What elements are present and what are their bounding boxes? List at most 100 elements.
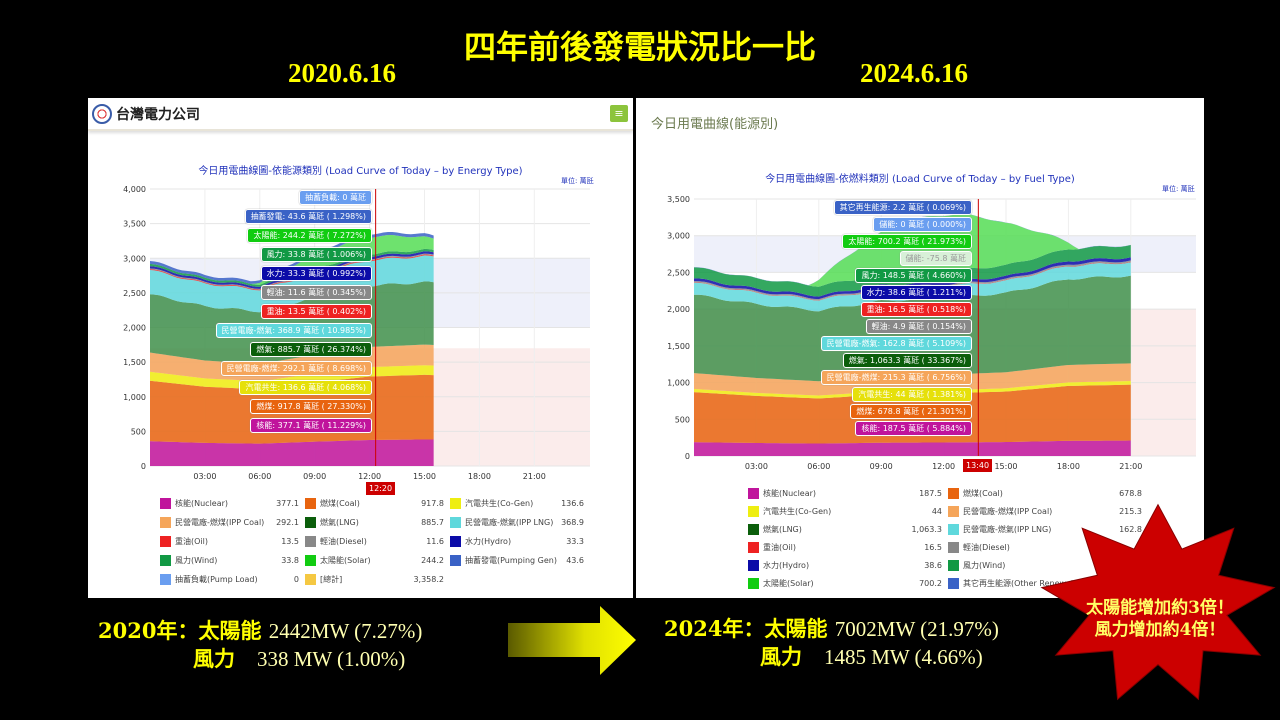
legend-label: 汽電共生(Co-Gen) — [465, 499, 534, 508]
tooltip-item: 民營電廠-燃氣: 368.9 萬瓩 ( 10.985%) — [215, 323, 372, 338]
legend-label: 輕油(Diesel) — [963, 543, 1010, 552]
logo-text: 台灣電力公司 — [116, 107, 200, 123]
chart-title: 今日用電曲線圖-依燃料類別 (Load Curve of Today – by … — [765, 174, 1075, 185]
legend-item[interactable]: 民營電廠-燃氣(IPP LNG) 162.8 — [948, 523, 1148, 536]
date-right: 2024.6.16 — [860, 58, 968, 88]
legend-item[interactable]: 風力(Wind) 33.8 — [160, 554, 305, 567]
legend-label: 太陽能(Solar) — [763, 579, 814, 588]
tooltip-item: 風力: 33.8 萬瓩 ( 1.006%) — [260, 247, 372, 262]
y-tick-label: 1,000 — [667, 379, 690, 388]
tooltip-item: 核能: 377.1 萬瓩 ( 11.229%) — [250, 418, 372, 433]
legend-label: 其它再生能源(Other Renewable — [963, 579, 1084, 588]
x-tick-label: 18:00 — [468, 472, 491, 481]
y-tick-label: 1,500 — [667, 342, 690, 351]
tooltip-item: 儲能: -75.8 萬瓩 — [899, 251, 972, 266]
legend-item[interactable]: 燃氣(LNG) 885.7 — [305, 516, 450, 529]
legend: 核能(Nuclear) 187.5 燃煤(Coal) 678.8 汽電共生(Co-Gen… — [748, 487, 1148, 590]
tooltip-item: 汽電共生: 136.6 萬瓩 ( 4.068%) — [239, 380, 372, 395]
legend-value: 377.1 — [276, 499, 299, 508]
tooltip-item: 風力: 148.5 萬瓩 ( 4.660%) — [855, 268, 972, 283]
tooltip-item: 核能: 187.5 萬瓩 ( 5.884%) — [855, 421, 972, 436]
legend-value: 3,358.2 — [413, 575, 444, 584]
legend-item[interactable]: 其它再生能源(Other Renewable — [948, 577, 1148, 590]
tooltip-item: 民營電廠-燃氣: 162.8 萬瓩 ( 5.109%) — [820, 336, 972, 351]
legend-item[interactable]: 輕油(Diesel) 11.6 — [305, 535, 450, 548]
taipower-logo[interactable]: 台灣電力公司 — [92, 104, 200, 124]
legend-value: 13.5 — [281, 537, 299, 546]
legend-swatch — [948, 542, 959, 553]
legend-value: 38.6 — [924, 561, 942, 570]
x-tick-label: 12:00 — [932, 462, 955, 471]
legend-item[interactable]: 核能(Nuclear) 187.5 — [748, 487, 948, 500]
x-tick-label: 09:00 — [303, 472, 326, 481]
legend-label: 水力(Hydro) — [465, 537, 512, 546]
x-tick-label: 12:00 — [358, 472, 381, 481]
area-水力[interactable] — [150, 251, 434, 289]
x-tick-label: 03:00 — [745, 462, 768, 471]
legend-value: 292.1 — [276, 518, 299, 527]
legend-swatch — [305, 517, 316, 528]
legend-label: 民營電廠-燃氣(IPP LNG) — [963, 525, 1052, 534]
legend-item[interactable]: 太陽能(Solar) 700.2 — [748, 577, 948, 590]
legend-item[interactable]: 抽蓄負載(Pump Load) 0 — [160, 573, 305, 586]
y-tick-label: 2,500 — [123, 289, 146, 298]
area-核能[interactable] — [150, 439, 434, 466]
x-tick-label: 18:00 — [1057, 462, 1080, 471]
arrow-right-icon — [508, 606, 636, 675]
area-輕油[interactable] — [150, 253, 434, 290]
y-tick-label: 0 — [141, 462, 146, 471]
legend-swatch — [748, 488, 759, 499]
tooltip-item: 輕油: 4.9 萬瓩 ( 0.154%) — [865, 319, 972, 334]
legend-item[interactable]: 核能(Nuclear) 377.1 — [160, 497, 305, 510]
legend-item[interactable]: 汽電共生(Co-Gen) 44 — [748, 505, 948, 518]
legend-item[interactable]: 水力(Hydro) 38.6 — [748, 559, 948, 572]
legend-value: 136.6 — [561, 499, 584, 508]
tooltip-item: 重油: 16.5 萬瓩 ( 0.518%) — [860, 302, 972, 317]
legend-item[interactable]: 民營電廠-燃煤(IPP Coal) 292.1 — [160, 516, 305, 529]
legend-item[interactable]: 燃煤(Coal) 678.8 — [948, 487, 1148, 500]
summary-2024-wind: 風力 1485 MW (4.66%) — [760, 644, 983, 669]
legend-label: 水力(Hydro) — [763, 561, 810, 570]
legend-swatch — [160, 555, 171, 566]
legend-item[interactable]: 風力(Wind) — [948, 559, 1148, 572]
tooltip-item: 民營電廠-燃煤: 215.3 萬瓩 ( 6.756%) — [820, 370, 972, 385]
area-核能[interactable] — [694, 440, 1131, 456]
area-水力[interactable] — [694, 257, 1131, 300]
area-民營電廠-燃氣[interactable] — [694, 262, 1131, 312]
cursor-time-label: 12:20 — [366, 482, 396, 495]
legend-swatch — [160, 498, 171, 509]
legend-value: 162.8 — [1119, 525, 1142, 534]
legend-swatch — [160, 517, 171, 528]
area-太陽能[interactable] — [694, 213, 1131, 287]
x-tick-label: 06:00 — [248, 472, 271, 481]
x-tick-label: 21:00 — [1119, 462, 1142, 471]
legend-item[interactable]: 重油(Oil) 13.5 — [160, 535, 305, 548]
legend-item[interactable]: 汽電共生(Co-Gen) 136.6 — [450, 497, 590, 510]
legend-swatch — [160, 536, 171, 547]
area-風力[interactable] — [694, 245, 1131, 297]
legend-swatch — [160, 574, 171, 585]
tooltip-item: 民營電廠-燃煤: 292.1 萬瓩 ( 8.698%) — [220, 361, 372, 376]
legend-swatch — [948, 488, 959, 499]
legend-item[interactable]: 輕油(Diesel) — [948, 541, 1148, 554]
legend-item[interactable]: 燃煤(Coal) 917.8 — [305, 497, 450, 510]
legend-value: 1,063.3 — [911, 525, 942, 534]
legend-item[interactable]: 重油(Oil) 16.5 — [748, 541, 948, 554]
legend-item[interactable]: 抽蓄發電(Pumping Gen) 43.6 — [450, 554, 590, 567]
legend-label: 燃氣(LNG) — [320, 518, 359, 527]
area-風力[interactable] — [150, 248, 434, 287]
area-重油[interactable] — [150, 254, 434, 291]
x-tick-label: 15:00 — [413, 472, 436, 481]
legend-value: 33.8 — [281, 556, 299, 565]
legend-item[interactable]: 水力(Hydro) 33.3 — [450, 535, 590, 548]
legend-item[interactable]: 太陽能(Solar) 244.2 — [305, 554, 450, 567]
legend-item[interactable]: 燃氣(LNG) 1,063.3 — [748, 523, 948, 536]
legend-swatch — [450, 555, 461, 566]
legend-item[interactable]: 民營電廠-燃煤(IPP Coal) 215.3 — [948, 505, 1148, 518]
tooltip-item: 燃煤: 917.8 萬瓩 ( 27.330%) — [250, 399, 372, 414]
area-汽電共生[interactable] — [694, 381, 1131, 399]
legend-item[interactable]: [總計] 3,358.2 — [305, 573, 450, 586]
legend-item[interactable]: 民營電廠-燃氣(IPP LNG) 368.9 — [450, 516, 590, 529]
legend-swatch — [305, 498, 316, 509]
hamburger-icon[interactable]: ≡ — [610, 105, 628, 122]
